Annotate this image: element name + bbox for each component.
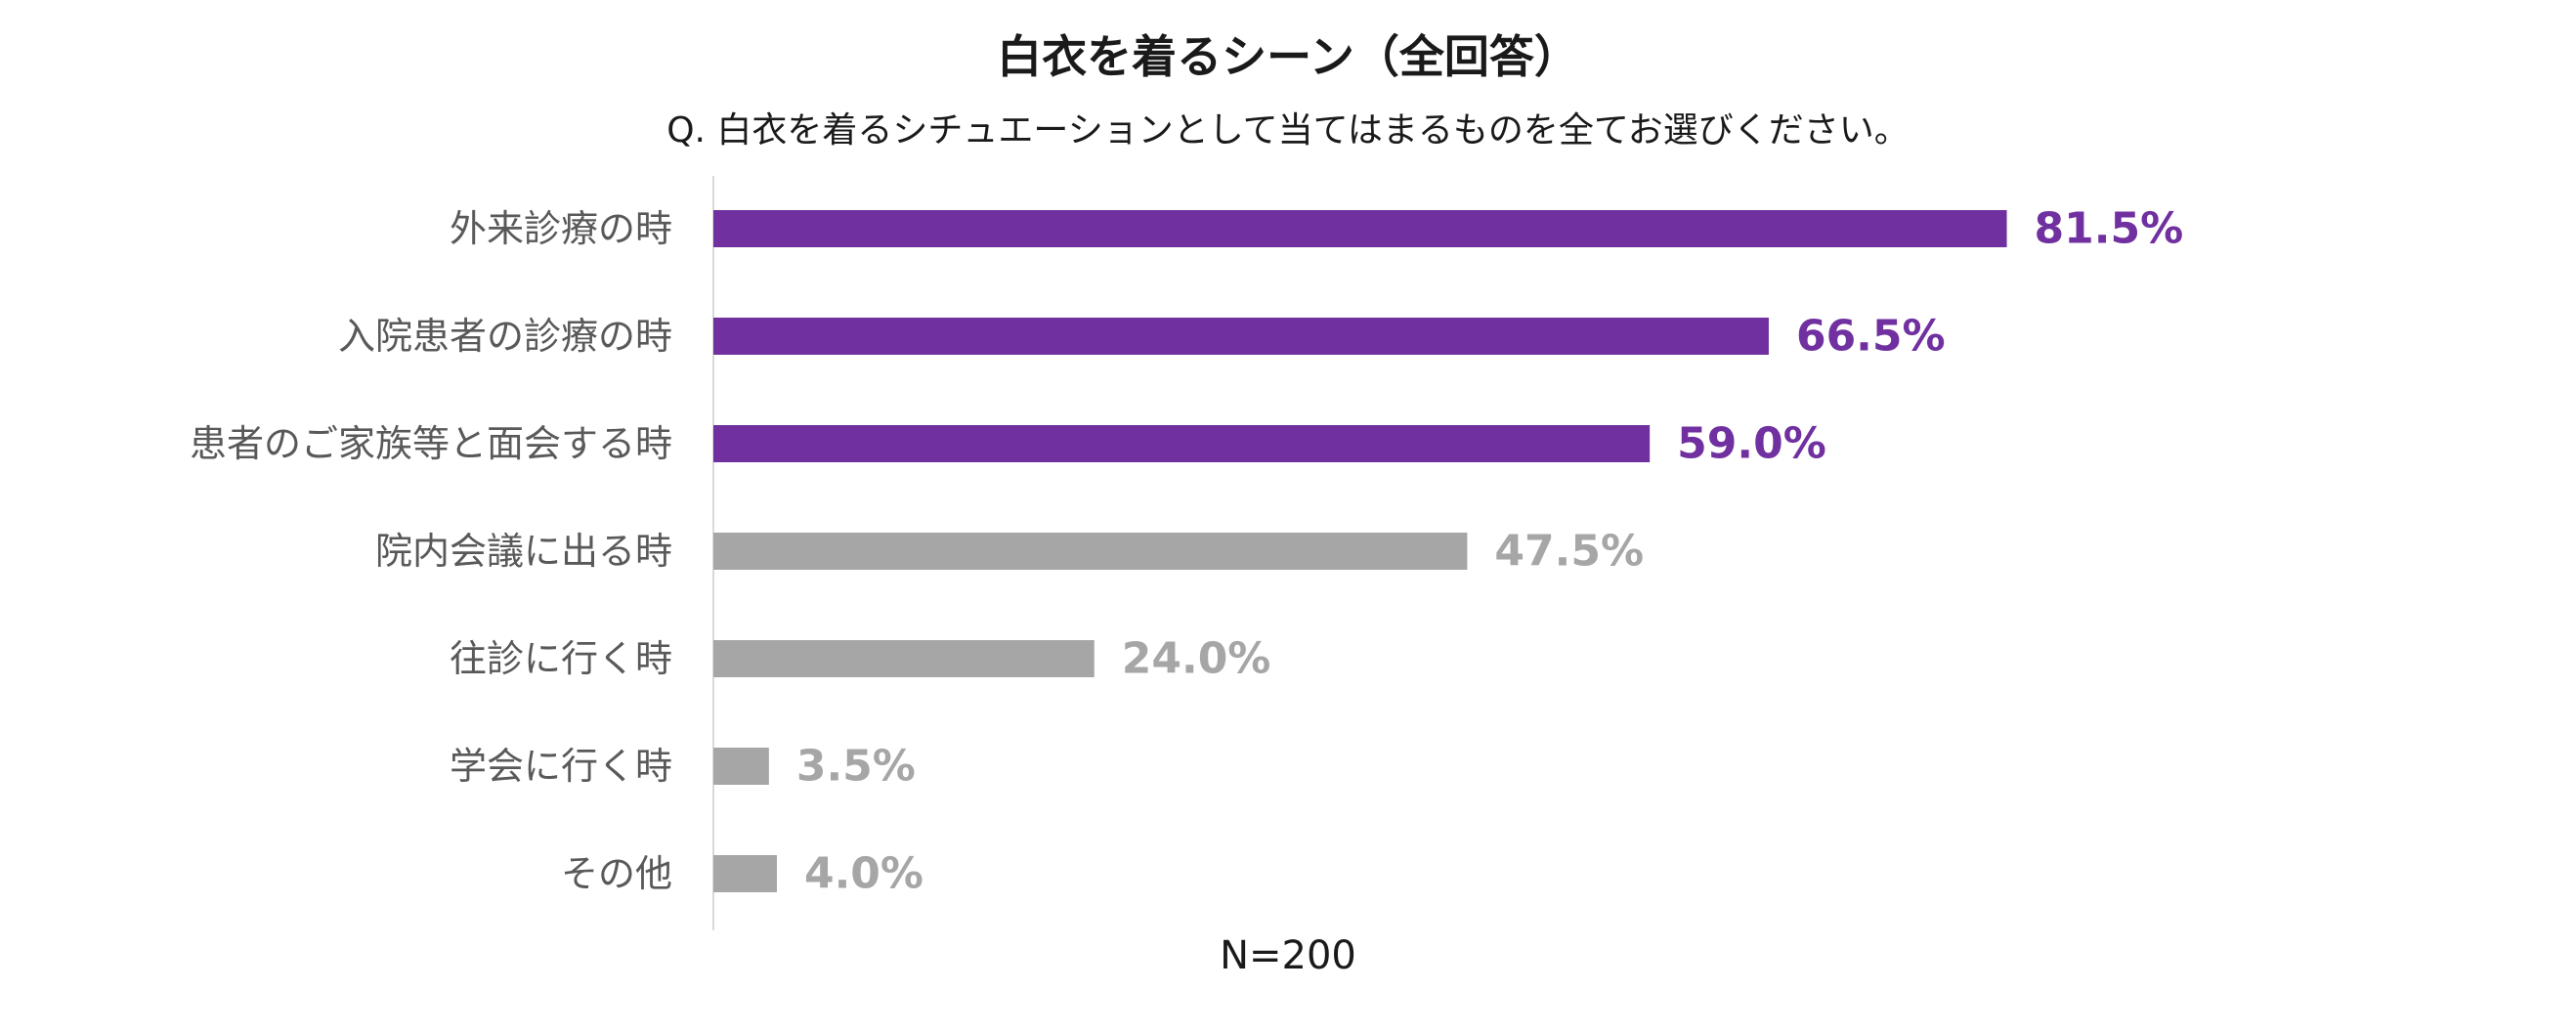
category-label: 院内会議に出る時 xyxy=(375,530,672,573)
value-label: 4.0% xyxy=(804,849,923,899)
bar xyxy=(713,640,1095,677)
bars-group: 外来診療の時 81.5% 入院患者の診療の時 66.5% 患者のご家族等と面会する時 59… xyxy=(190,204,2183,899)
bar-row: 往診に行く時 24.0% xyxy=(450,634,1270,684)
bar xyxy=(713,748,769,785)
bar xyxy=(713,318,1769,355)
sample-size-note: N=200 xyxy=(1220,933,1356,978)
category-label: 往診に行く時 xyxy=(450,637,672,680)
bar-row: 外来診療の時 81.5% xyxy=(450,204,2183,254)
category-label: その他 xyxy=(561,852,672,895)
bar-row: その他 4.0% xyxy=(561,849,923,899)
category-label: 外来診療の時 xyxy=(450,207,672,250)
value-label: 66.5% xyxy=(1796,312,1946,362)
value-label: 81.5% xyxy=(2035,204,2184,254)
bar-row: 患者のご家族等と面会する時 59.0% xyxy=(190,419,1826,469)
value-label: 47.5% xyxy=(1494,527,1644,577)
bar-row: 入院患者の診療の時 66.5% xyxy=(338,312,1946,362)
bar-row: 院内会議に出る時 47.5% xyxy=(375,527,1644,577)
value-label: 3.5% xyxy=(796,742,916,792)
chart-title: 白衣を着るシーン（全回答） xyxy=(997,30,1579,83)
bar xyxy=(713,533,1468,570)
value-label: 24.0% xyxy=(1122,634,1271,684)
bar xyxy=(713,210,2007,247)
bar xyxy=(713,425,1651,462)
value-label: 59.0% xyxy=(1677,419,1826,469)
bar xyxy=(713,855,777,892)
bar-row: 学会に行く時 3.5% xyxy=(450,742,916,792)
category-label: 患者のご家族等と面会する時 xyxy=(190,422,672,465)
chart-subtitle: Q. 白衣を着るシチュエーションとして当てはまるものを全てお選びください。 xyxy=(666,110,1910,151)
category-label: 入院患者の診療の時 xyxy=(338,315,672,358)
category-label: 学会に行く時 xyxy=(450,745,672,788)
